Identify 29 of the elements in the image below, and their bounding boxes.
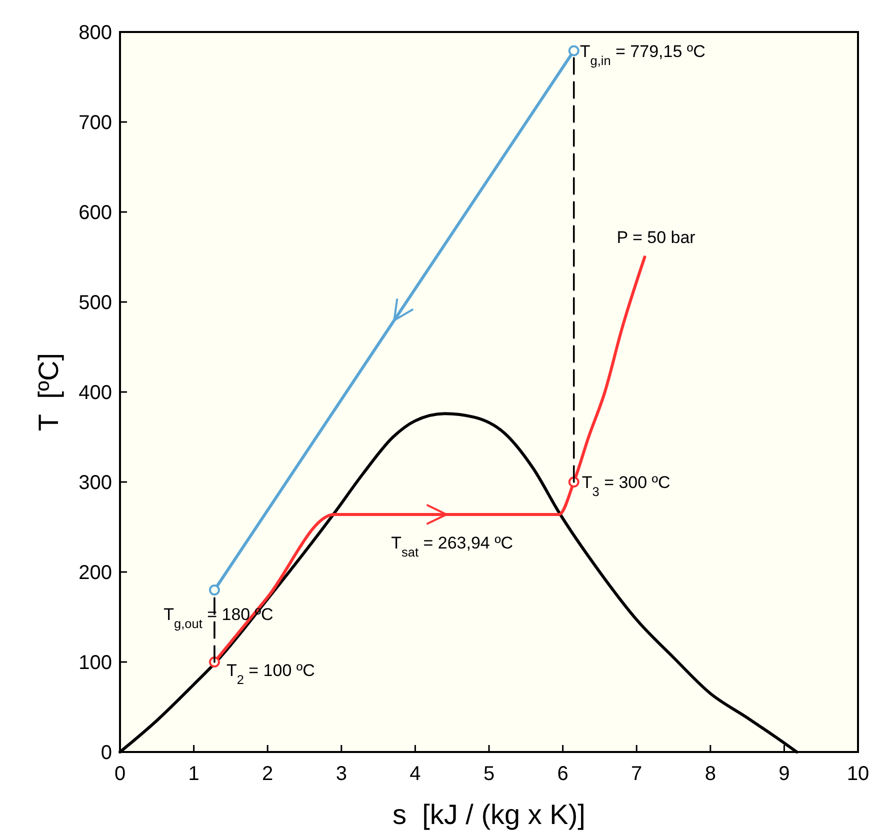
x-tick-label: 0 [114, 763, 126, 785]
x-tick-label: 4 [410, 763, 421, 785]
y-tick-label: 300 [78, 472, 112, 494]
x-tick-label: 5 [483, 763, 495, 785]
x-tick-label: 3 [336, 763, 347, 785]
annotation: T$_{g,in}$ = 779,15 ºC [580, 42, 706, 68]
x-tick-label: 8 [704, 763, 716, 785]
y-tick-label: 0 [100, 742, 112, 764]
x-tick-label: 10 [846, 763, 870, 785]
y-tick-label: 500 [78, 292, 112, 314]
annotation: T$_{sat}$ = 263,94 ºC [391, 533, 514, 559]
y-tick-label: 400 [78, 382, 112, 404]
y-tick-label: 100 [78, 652, 112, 674]
x-tick-label: 9 [778, 763, 790, 785]
y-tick-label: 200 [78, 562, 112, 584]
x-tick-label: 1 [188, 763, 200, 785]
y-tick-label: 600 [78, 202, 112, 224]
y-tick-label: 800 [78, 22, 112, 44]
y-tick-label: 700 [78, 112, 112, 134]
y-axis-title: T [ºC] [33, 352, 64, 432]
annotation: T$_{2}$ = 100 ºC [226, 661, 315, 686]
point [208, 584, 220, 596]
annotation: P = 50 bar [616, 228, 696, 247]
annotation: T$_{3}$ = 300 ºC [582, 473, 670, 498]
x-axis-title: s [kJ / (kg x K)] [392, 799, 586, 830]
point [568, 45, 580, 56]
x-tick-label: 7 [631, 763, 642, 785]
x-tick-label: 2 [262, 763, 274, 785]
x-tick-label: 6 [557, 763, 568, 785]
